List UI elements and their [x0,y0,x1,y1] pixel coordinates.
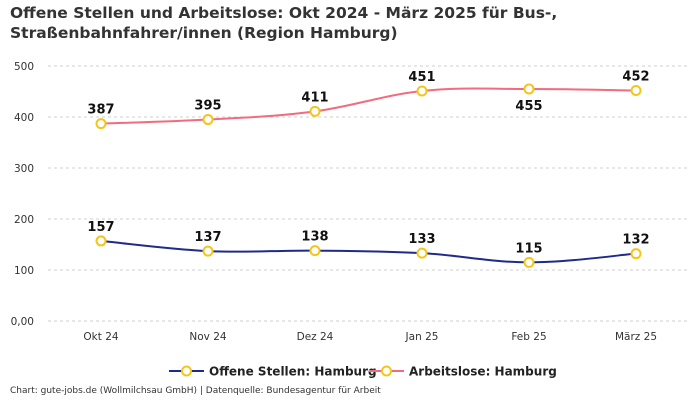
data-label: 455 [515,99,542,114]
legend-label: Arbeitslose: Hamburg [409,365,557,379]
data-label: 395 [194,99,221,114]
legend-swatch-marker [181,365,192,377]
data-point [630,248,642,260]
series-line-offene-stellen [100,239,637,264]
data-label: 137 [194,230,221,245]
y-tick-label: 200 [14,214,34,226]
series-line-arbeitslose [100,87,637,125]
legend-item[interactable]: Offene Stellen: Hamburg [169,365,377,379]
legend-item[interactable]: Arbeitslose: Hamburg [369,365,557,379]
data-label: 157 [87,220,114,235]
data-label: 132 [622,233,649,248]
series-points [95,83,642,268]
data-point [202,114,214,126]
x-tick-label: März 25 [615,331,657,343]
source-footer: Chart: gute-jobs.de (Wollmilchsau GmbH) … [10,386,381,396]
data-point [309,245,321,257]
data-label: 411 [301,90,328,105]
data-label: 133 [408,232,435,247]
y-tick-label: 500 [14,61,34,73]
x-tick-label: Dez 24 [297,331,334,343]
data-point [95,118,107,130]
data-point [416,247,428,259]
data-point [309,105,321,117]
x-tick-label: Nov 24 [189,331,227,343]
data-label: 452 [622,69,649,84]
legend-label: Offene Stellen: Hamburg [209,365,377,379]
data-label: 387 [87,103,114,118]
y-tick-label: 300 [14,163,34,175]
data-point [630,84,642,96]
data-point [416,85,428,97]
y-tick-label: 0,00 [11,316,34,328]
legend-swatch-marker [381,365,392,377]
data-label: 115 [515,241,542,256]
y-axis-ticks: 0,00 100 200 300 400 500 [11,61,34,328]
data-label: 451 [408,70,435,85]
x-tick-label: Okt 24 [83,331,118,343]
x-tick-label: Jan 25 [405,331,439,343]
x-axis-ticks: Okt 24 Nov 24 Dez 24 Jan 25 Feb 25 März 25 [83,331,657,343]
data-point [523,256,535,268]
series-lines [100,87,637,264]
gridlines [48,65,690,322]
y-tick-label: 400 [14,112,34,124]
data-label: 138 [301,230,328,245]
data-point [202,245,214,257]
data-labels: 157 137 138 133 115 132 387 395 411 451 455 452 [87,69,649,256]
data-point [523,83,535,95]
x-tick-label: Feb 25 [511,331,546,343]
chart-title: Offene Stellen und Arbeitslose: Okt 2024… [10,4,558,42]
y-tick-label: 100 [14,265,34,277]
data-point [95,235,107,247]
legend[interactable]: Offene Stellen: Hamburg Arbeitslose: Hamb… [169,365,557,379]
